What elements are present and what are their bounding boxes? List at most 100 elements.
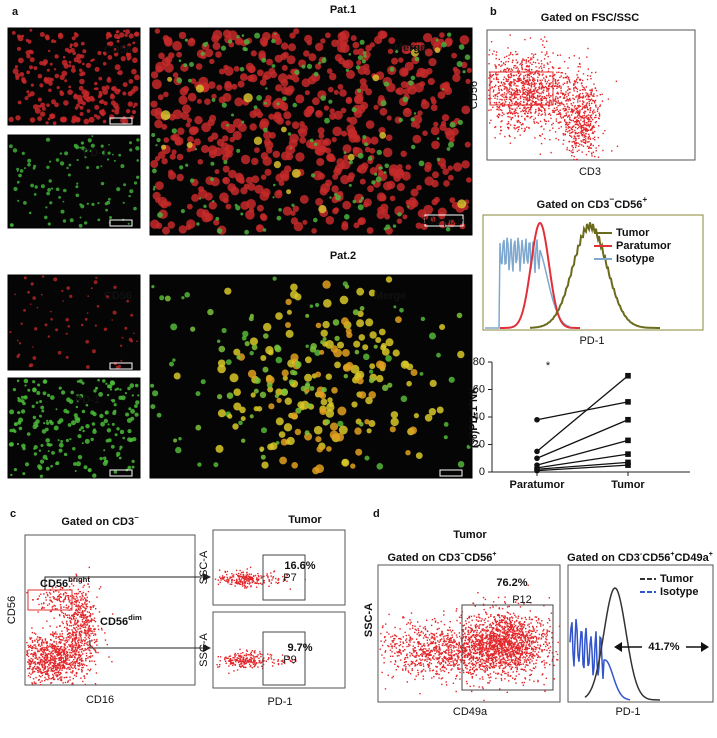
event: [84, 639, 86, 642]
event: [509, 111, 511, 113]
cell: [385, 338, 394, 347]
cell: [49, 201, 53, 205]
event: [62, 661, 64, 663]
event: [60, 586, 62, 588]
cell: [381, 348, 390, 356]
event: [60, 596, 62, 599]
cell: [275, 84, 283, 92]
cell: [31, 404, 35, 408]
event: [78, 637, 80, 639]
event: [510, 118, 512, 120]
event: [59, 653, 62, 655]
event: [552, 111, 554, 113]
event: [517, 77, 520, 79]
cell: [418, 160, 425, 167]
event: [530, 105, 532, 107]
cell: [331, 39, 339, 48]
event: [586, 124, 589, 127]
event: [235, 569, 238, 572]
event: [534, 79, 536, 82]
event: [241, 576, 243, 578]
event: [550, 100, 552, 102]
event: [68, 659, 70, 661]
event: [541, 85, 543, 88]
event: [593, 136, 596, 138]
event: [60, 678, 63, 680]
event: [69, 616, 71, 618]
event: [69, 679, 71, 681]
event: [277, 582, 279, 585]
event: [535, 66, 537, 68]
event: [497, 73, 499, 76]
event: [592, 110, 594, 113]
event: [37, 663, 39, 665]
event: [505, 55, 508, 57]
event: [586, 117, 588, 120]
event: [520, 110, 522, 113]
event: [507, 112, 510, 114]
event: [514, 65, 517, 67]
event: [78, 639, 80, 641]
event: [260, 575, 262, 577]
event: [583, 89, 585, 91]
cell: [44, 215, 48, 220]
cell: [173, 438, 178, 443]
event: [589, 147, 591, 149]
event: [71, 660, 74, 663]
event: [522, 92, 524, 95]
event: [68, 666, 70, 669]
event: [554, 102, 557, 105]
event: [530, 103, 533, 105]
cell: [406, 380, 412, 387]
event: [545, 99, 547, 101]
cell: [267, 386, 274, 393]
event: [560, 72, 562, 74]
event: [64, 653, 66, 656]
event: [64, 591, 66, 594]
event: [574, 86, 577, 89]
cell: [228, 169, 237, 179]
event: [568, 80, 571, 82]
event: [592, 132, 595, 134]
cell: [100, 181, 105, 186]
cell: [63, 408, 68, 414]
cell: [150, 100, 158, 108]
event: [591, 71, 593, 74]
cell: [348, 160, 353, 165]
event: [588, 135, 590, 137]
cell: [408, 197, 417, 206]
event: [62, 600, 64, 602]
event: [69, 651, 71, 654]
cell: [290, 283, 298, 292]
event: [73, 638, 75, 640]
cell: [40, 293, 43, 296]
event: [67, 596, 70, 599]
event: [87, 619, 89, 621]
cell: [80, 323, 84, 327]
event: [73, 637, 75, 639]
event: [514, 91, 516, 93]
event: [538, 74, 540, 76]
event: [28, 646, 30, 648]
event: [58, 674, 60, 676]
cell: [251, 344, 258, 351]
event: [75, 626, 78, 629]
event: [503, 69, 505, 71]
event: [545, 97, 548, 99]
cell: [243, 93, 253, 103]
cell: [217, 394, 223, 400]
event: [548, 83, 550, 85]
event: [517, 61, 519, 63]
cell: [274, 32, 277, 36]
cell: [215, 444, 224, 453]
event: [582, 103, 584, 106]
event: [78, 646, 81, 648]
event: [69, 663, 71, 666]
pair-line: [536, 464, 629, 472]
event: [68, 614, 70, 616]
event: [67, 666, 69, 669]
cell: [109, 216, 112, 219]
event: [516, 102, 518, 104]
event: [82, 639, 85, 641]
cell: [61, 289, 64, 292]
